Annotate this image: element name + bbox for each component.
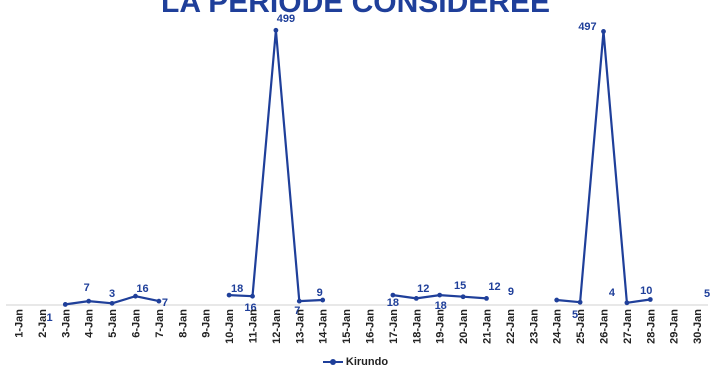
series-line-segment-4 — [556, 30, 651, 304]
x-tick-label-15-Jan: 15-Jan — [341, 309, 353, 344]
data-point-28-Jan — [647, 297, 653, 302]
x-tick-label-5-Jan: 5-Jan — [107, 309, 119, 338]
x-tick-label-18-Jan: 18-Jan — [411, 309, 423, 344]
data-label-21-Jan: 12 — [488, 281, 500, 293]
data-point-17-Jan — [390, 292, 396, 298]
series-line-group — [65, 29, 651, 306]
data-label-27-Jan: 4 — [609, 287, 616, 299]
data-label-10-Jan: 18 — [231, 283, 243, 295]
x-tick-label-9-Jan: 9-Jan — [201, 309, 213, 338]
data-label-7-Jan: 7 — [162, 297, 168, 309]
x-tick-label-24-Jan: 24-Jan — [552, 309, 564, 344]
data-point-11-Jan — [250, 293, 255, 299]
x-tick-label-25-Jan: 25-Jan — [575, 309, 587, 344]
x-tick-label-3-Jan: 3-Jan — [60, 309, 72, 338]
x-tick-label-17-Jan: 17-Jan — [388, 309, 400, 344]
data-point-14-Jan — [320, 297, 326, 303]
data-label-5-Jan: 3 — [109, 288, 115, 300]
data-points — [62, 27, 653, 307]
data-point-26-Jan — [601, 29, 606, 34]
x-tick-label-28-Jan: 28-Jan — [645, 309, 657, 344]
data-label-18-Jan: 12 — [417, 283, 429, 295]
data-label-28-Jan: 10 — [640, 285, 652, 297]
x-tick-label-2-Jan: 2-Jan — [37, 309, 49, 338]
x-tick-label-4-Jan: 4-Jan — [84, 309, 96, 338]
data-label-4-Jan: 7 — [84, 282, 90, 294]
data-point-19-Jan — [437, 292, 443, 298]
data-point-4-Jan — [86, 298, 92, 304]
x-tick-label-14-Jan: 14-Jan — [318, 309, 330, 344]
x-tick-label-10-Jan: 10-Jan — [224, 309, 236, 344]
data-label-11-Jan: 16 — [244, 302, 256, 314]
data-point-13-Jan — [296, 298, 302, 304]
x-tick-label-30-Jan: 30-Jan — [692, 309, 704, 344]
data-point-12-Jan — [273, 27, 279, 33]
legend-label: Kirundo — [345, 356, 389, 368]
data-label-22-Jan: 9 — [508, 286, 514, 298]
legend-marker-icon — [322, 359, 343, 365]
x-tick-label-29-Jan: 29-Jan — [669, 309, 681, 344]
data-point-5-Jan — [109, 300, 115, 306]
data-label-26-Jan: 497 — [578, 21, 596, 33]
data-point-3-Jan — [62, 302, 68, 307]
x-tick-label-16-Jan: 16-Jan — [365, 309, 377, 344]
data-point-24-Jan — [554, 297, 560, 303]
x-tick-label-26-Jan: 26-Jan — [599, 309, 611, 344]
chart-title: LA PERIODE CONSIDEREE — [161, 0, 550, 19]
data-point-6-Jan — [133, 293, 138, 299]
data-point-7-Jan — [156, 298, 162, 304]
data-point-25-Jan — [577, 299, 583, 305]
x-tick-label-1-Jan: 1-Jan — [14, 309, 26, 338]
data-point-18-Jan — [413, 295, 419, 301]
data-point-21-Jan — [484, 295, 489, 301]
data-label-30-Jan: 5 — [704, 288, 710, 300]
data-label-12-Jan: 499 — [277, 13, 295, 25]
data-label-17-Jan: 18 — [387, 297, 399, 309]
x-tick-label-11-Jan: 11-Jan — [248, 309, 260, 344]
data-label-20-Jan: 15 — [454, 280, 466, 292]
data-label-19-Jan: 18 — [435, 300, 447, 312]
x-tick-label-7-Jan: 7-Jan — [154, 309, 166, 338]
x-tick-labels: 1-Jan 2-Jan 3-Jan 4-Jan 5-Jan 6-Jan 7-Jan 8-Jan… — [14, 309, 705, 344]
x-tick-label-19-Jan: 19-Jan — [435, 309, 447, 344]
x-tick-label-12-Jan: 12-Jan — [271, 309, 283, 344]
data-label-25-Jan: 5 — [572, 309, 578, 321]
data-label-6-Jan: 16 — [136, 283, 148, 295]
x-tick-label-13-Jan: 13-Jan — [294, 309, 306, 344]
series-line-segment-2 — [229, 29, 323, 303]
x-tick-label-8-Jan: 8-Jan — [177, 309, 189, 338]
data-point-20-Jan — [460, 294, 466, 300]
x-tick-label-20-Jan: 20-Jan — [458, 309, 470, 344]
x-tick-label-27-Jan: 27-Jan — [622, 309, 634, 344]
legend: Kirundo — [0, 356, 711, 370]
data-point-10-Jan — [226, 292, 232, 298]
data-label-14-Jan: 9 — [317, 287, 323, 299]
data-point-27-Jan — [624, 300, 630, 306]
data-label-13-Jan: 7 — [294, 305, 300, 317]
data-label-1-Jan: 1 — [46, 312, 52, 324]
x-tick-label-21-Jan: 21-Jan — [482, 309, 494, 344]
x-tick-label-22-Jan: 22-Jan — [505, 309, 517, 344]
x-tick-label-6-Jan: 6-Jan — [131, 309, 143, 338]
x-tick-label-23-Jan: 23-Jan — [528, 309, 540, 344]
